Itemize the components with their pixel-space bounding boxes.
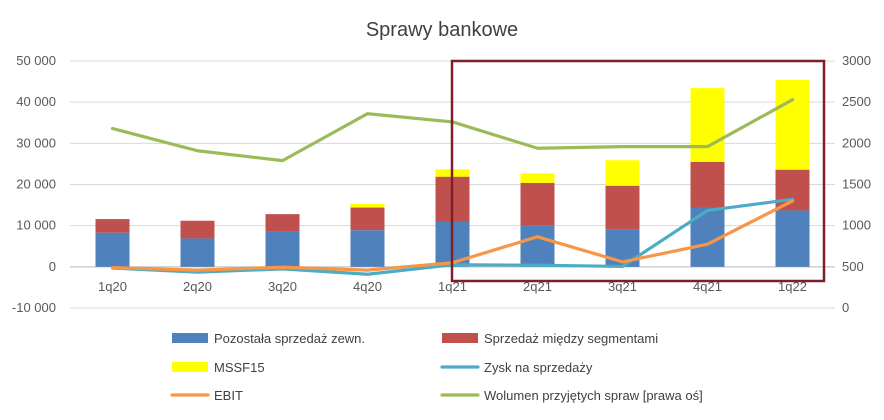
bar-sprzeda-mi-dzy-segmentami (520, 182, 555, 226)
bar-mssf15 (520, 173, 555, 183)
left-axis-tick-label: 0 (49, 259, 56, 274)
legend-label: Zysk na sprzedaży (484, 360, 593, 375)
category-label: 1q20 (98, 279, 127, 294)
bar-mssf15 (775, 79, 810, 170)
bar-sprzeda-mi-dzy-segmentami (775, 169, 810, 211)
bar-sprzeda-mi-dzy-segmentami (265, 214, 300, 232)
legend: Pozostała sprzedaż zewn. Sprzedaż między … (170, 331, 703, 403)
left-axis-tick-label: 20 000 (16, 177, 56, 192)
bar-sprzeda-mi-dzy-segmentami (605, 185, 640, 230)
legend-label: Sprzedaż między segmentami (484, 331, 658, 346)
right-axis-tick-label: 500 (842, 259, 864, 274)
right-axis-tick-label: 3000 (842, 53, 871, 68)
legend-item: EBIT (170, 388, 243, 403)
legend-label: Wolumen przyjętych spraw [prawa oś] (484, 388, 703, 403)
left-axis-tick-label: 40 000 (16, 94, 56, 109)
left-axis-tick-label: 30 000 (16, 135, 56, 150)
legend-swatch (442, 333, 478, 343)
right-axis-tick-label: 2500 (842, 94, 871, 109)
legend-label: MSSF15 (214, 360, 265, 375)
x-axis: 1q20 2q20 3q20 4q20 1q21 2q21 3q21 4q21 1q22 (98, 279, 807, 294)
right-axis-tick-label: 1500 (842, 177, 871, 192)
legend-label: Pozostała sprzedaż zewn. (214, 331, 365, 346)
category-label: 4q20 (353, 279, 382, 294)
category-label: 4q21 (693, 279, 722, 294)
bar-sprzeda-mi-dzy-segmentami (180, 220, 215, 239)
bar-pozosta-a-sprzeda-zewn (350, 230, 385, 267)
highlight-box (450, 59, 826, 283)
legend-item: Sprzedaż między segmentami (442, 331, 658, 346)
bar-sprzeda-mi-dzy-segmentami (690, 161, 725, 208)
bar-pozosta-a-sprzeda-zewn (95, 232, 130, 267)
bar-mssf15 (350, 203, 385, 208)
bar-pozosta-a-sprzeda-zewn (775, 210, 810, 267)
right-axis: 0 500 1000 1500 2000 2500 3000 (842, 53, 871, 315)
category-label: 2q21 (523, 279, 552, 294)
bar-sprzeda-mi-dzy-segmentami (95, 219, 130, 233)
bar-mssf15 (605, 160, 640, 186)
left-axis-tick-label: -10 000 (12, 300, 56, 315)
category-label: 1q22 (778, 279, 807, 294)
category-label: 3q21 (608, 279, 637, 294)
legend-item: MSSF15 (172, 360, 265, 375)
chart-title: Sprawy bankowe (366, 19, 518, 41)
legend-item: Wolumen przyjętych spraw [prawa oś] (440, 388, 703, 403)
legend-label: EBIT (214, 388, 243, 403)
right-axis-tick-label: 2000 (842, 135, 871, 150)
legend-swatch (172, 362, 208, 372)
bars (95, 79, 810, 267)
bar-pozosta-a-sprzeda-zewn (180, 238, 215, 267)
left-axis-tick-label: 50 000 (16, 53, 56, 68)
legend-swatch (172, 333, 208, 343)
bar-pozosta-a-sprzeda-zewn (265, 231, 300, 267)
right-axis-tick-label: 1000 (842, 218, 871, 233)
bar-sprzeda-mi-dzy-segmentami (350, 207, 385, 231)
left-axis: -10 000 0 10 000 20 000 30 000 40 000 50 000 (12, 53, 56, 315)
bar-pozosta-a-sprzeda-zewn (520, 225, 555, 267)
category-label: 3q20 (268, 279, 297, 294)
bar-mssf15 (690, 88, 725, 162)
category-label: 2q20 (183, 279, 212, 294)
legend-item: Zysk na sprzedaży (440, 360, 593, 375)
left-axis-tick-label: 10 000 (16, 218, 56, 233)
right-axis-tick-label: 0 (842, 300, 849, 315)
category-label: 1q21 (438, 279, 467, 294)
legend-item: Pozostała sprzedaż zewn. (172, 331, 365, 346)
